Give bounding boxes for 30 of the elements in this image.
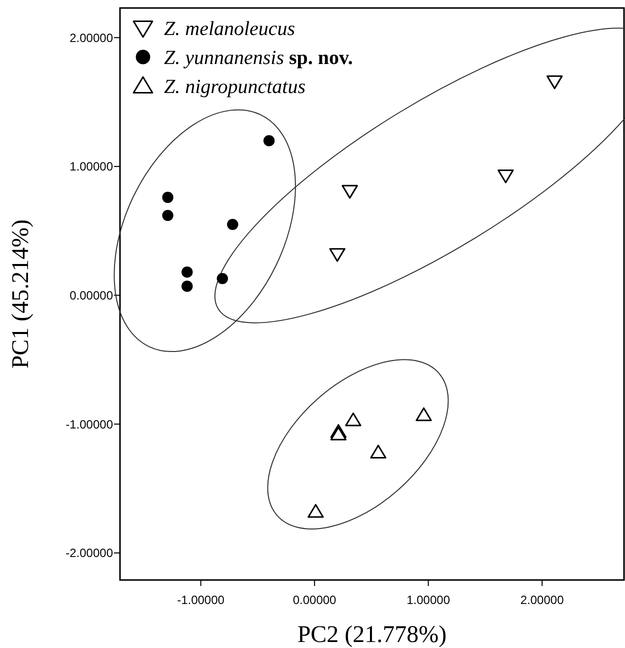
legend-label: Z. melanoleucus: [164, 18, 296, 40]
point: [182, 280, 193, 292]
point: [182, 266, 193, 278]
point: [263, 135, 275, 146]
legend-label: Z. yunnanensis sp. nov.: [164, 47, 353, 69]
point: [227, 218, 238, 230]
point: [329, 248, 346, 262]
point: [342, 184, 358, 199]
y-axis-title: PC1 (45.214%): [8, 219, 34, 369]
point: [416, 407, 432, 422]
point: [216, 272, 228, 284]
point: [546, 75, 563, 90]
legend-label: Z. nigropunctatus: [164, 76, 306, 98]
y-tick-label: -2.00000: [66, 546, 114, 560]
point: [498, 169, 514, 184]
y-tick-label: 1.00000: [70, 160, 114, 174]
point: [370, 444, 386, 458]
y-tick-label: 0.00000: [70, 288, 114, 302]
point: [308, 504, 324, 518]
point: [345, 412, 362, 426]
y-tick-label: -1.00000: [66, 417, 114, 432]
x-tick-label: 1.00000: [406, 593, 450, 607]
x-tick-label: 0.00000: [292, 593, 337, 607]
point: [162, 192, 174, 203]
point: [330, 426, 347, 440]
y-tick-label: 2.00000: [70, 30, 114, 45]
x-tick-label: -1.00000: [177, 593, 225, 607]
point: [162, 210, 174, 222]
x-axis-title: PC2 (21.778%): [297, 622, 447, 648]
x-tick-label: 2.00000: [520, 593, 564, 607]
